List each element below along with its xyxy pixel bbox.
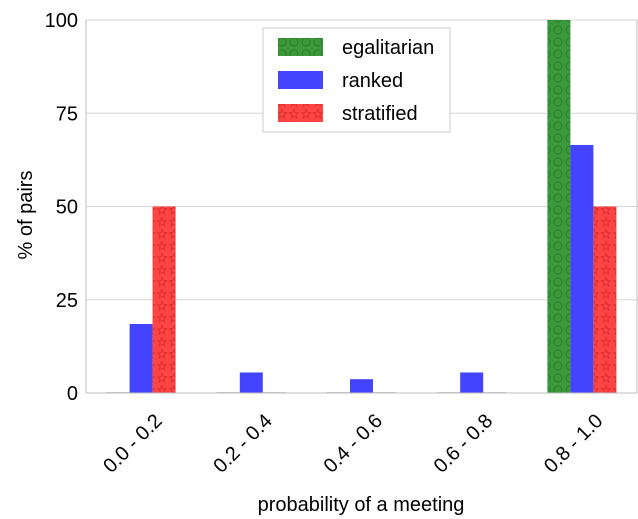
bar-stratified-4 xyxy=(593,206,617,393)
y-axis-title: % of pairs xyxy=(15,171,37,260)
y-tick-label: 0 xyxy=(67,383,78,405)
x-tick-label: 0.4 - 0.6 xyxy=(320,410,387,477)
y-tick-label: 100 xyxy=(45,10,78,32)
bar-ranked-0 xyxy=(129,323,153,393)
legend-label-egalitarian: egalitarian xyxy=(342,37,434,59)
legend-swatch-stratified xyxy=(278,104,323,122)
x-tick-label: 0.8 - 1.0 xyxy=(540,410,607,477)
x-tick-labels: 0.0 - 0.2 0.2 - 0.4 0.4 - 0.6 0.6 - 0.8 0.8 … xyxy=(99,410,607,477)
legend-swatch-egalitarian xyxy=(278,38,323,56)
y-tick-label: 75 xyxy=(56,103,78,125)
bar-ranked-4 xyxy=(570,144,594,393)
x-tick-label: 0.2 - 0.4 xyxy=(209,410,276,477)
x-tick-label: 0.0 - 0.2 xyxy=(99,410,166,477)
bar-ranked-1 xyxy=(239,372,263,393)
y-tick-labels: 0 25 50 75 100 xyxy=(45,10,78,405)
y-tick-label: 25 xyxy=(56,290,78,312)
legend: egalitarian ranked stratified xyxy=(262,27,451,133)
bar-ranked-3 xyxy=(460,372,484,393)
x-axis-title: probability of a meeting xyxy=(258,494,465,516)
legend-label-stratified: stratified xyxy=(342,103,418,125)
bar-egalitarian-4 xyxy=(547,20,571,393)
bars xyxy=(106,20,617,394)
legend-label-ranked: ranked xyxy=(342,70,403,92)
legend-swatch-ranked xyxy=(278,71,323,89)
y-tick-label: 50 xyxy=(56,197,78,219)
bar-ranked-2 xyxy=(350,379,373,393)
bar-stratified-0 xyxy=(152,206,176,393)
x-tick-label: 0.6 - 0.8 xyxy=(430,410,497,477)
